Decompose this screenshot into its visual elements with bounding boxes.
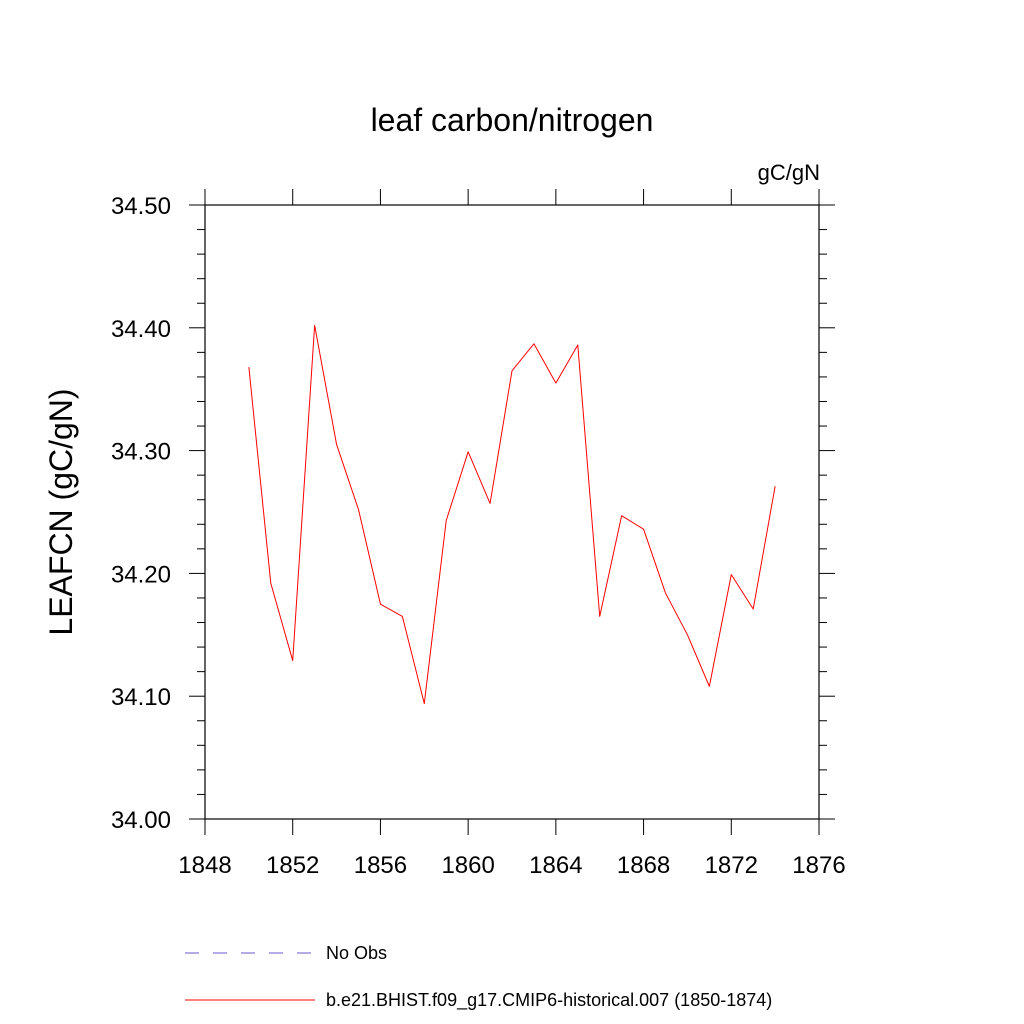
x-tick-label: 1868 — [617, 852, 670, 879]
y-tick-label: 34.30 — [111, 439, 171, 466]
x-tick-label: 1860 — [441, 852, 494, 879]
legend-label-historical: b.e21.BHIST.f09_g17.CMIP6-historical.007… — [326, 990, 772, 1011]
y-tick-label: 34.00 — [111, 807, 171, 834]
axis-tick-labels: 34.00 34.10 34.20 34.30 34.40 34.50 1848 1852 18… — [111, 193, 846, 879]
y-tick-label: 34.10 — [111, 684, 171, 711]
legend: No Obs b.e21.BHIST.f09_g17.CMIP6-histori… — [185, 943, 772, 1011]
x-tick-label: 1856 — [354, 852, 407, 879]
axis-ticks — [189, 189, 835, 835]
y-axis-label: LEAFCN (gC/gN) — [43, 388, 79, 635]
plot-frame — [204, 204, 820, 820]
legend-label-no-obs: No Obs — [326, 943, 387, 963]
series-line — [248, 324, 776, 705]
x-tick-label: 1864 — [529, 852, 582, 879]
series-lines — [248, 324, 776, 705]
units-label: gC/gN — [758, 160, 820, 185]
y-tick-label: 34.50 — [111, 193, 171, 220]
x-tick-label: 1848 — [178, 852, 231, 879]
x-tick-label: 1876 — [792, 852, 845, 879]
y-tick-label: 34.20 — [111, 561, 171, 588]
chart-title: leaf carbon/nitrogen — [371, 102, 654, 138]
y-tick-label: 34.40 — [111, 316, 171, 343]
x-tick-label: 1852 — [266, 852, 319, 879]
x-tick-label: 1872 — [705, 852, 758, 879]
